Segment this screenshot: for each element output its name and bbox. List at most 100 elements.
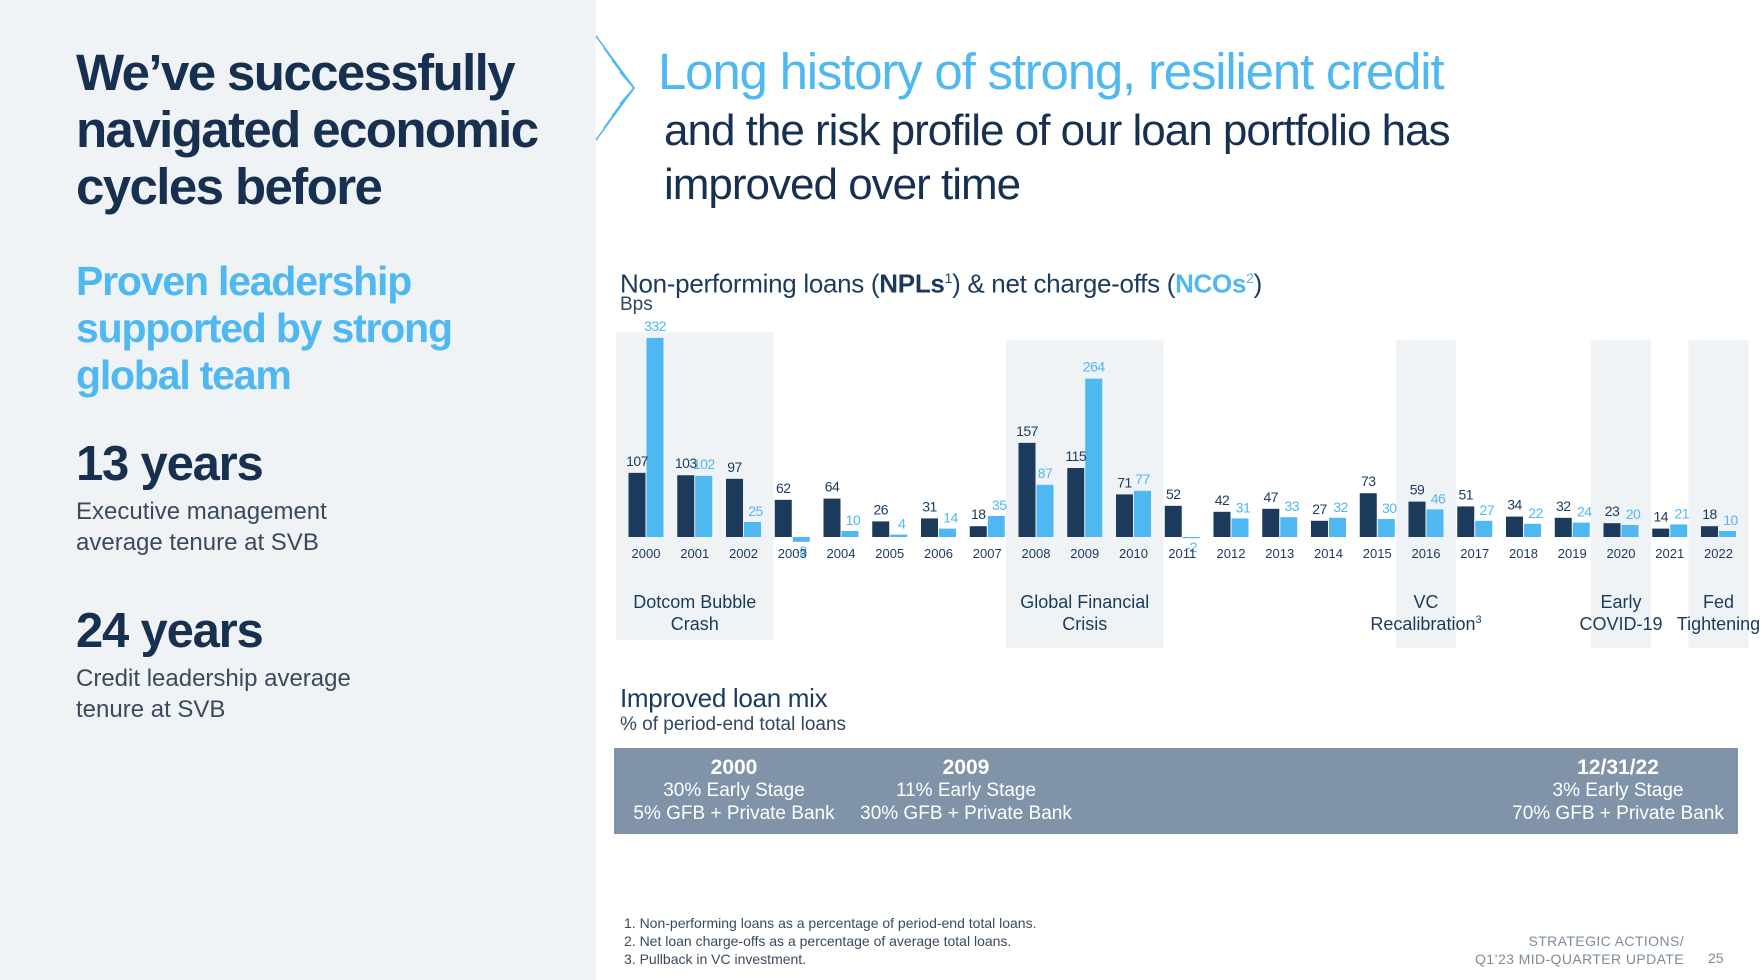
year-tick-label: 2018 bbox=[1509, 546, 1538, 561]
year-tick-label: 2007 bbox=[973, 546, 1002, 561]
mix-subtitle: % of period-end total loans bbox=[620, 714, 847, 735]
nco-data-label: 332 bbox=[644, 318, 667, 334]
nco-bar bbox=[939, 528, 956, 537]
nco-bar bbox=[1621, 525, 1639, 537]
nco-bar bbox=[1182, 537, 1200, 539]
stat-executive-tenure: 13 years Executive management average te… bbox=[76, 436, 556, 558]
nco-data-label: 24 bbox=[1577, 504, 1592, 520]
footnote-2: 2. Net loan charge-offs as a percentage … bbox=[624, 933, 1012, 949]
npl-bar bbox=[1311, 520, 1328, 537]
year-tick-label: 2012 bbox=[1217, 546, 1246, 561]
nco-data-label: 264 bbox=[1083, 359, 1106, 375]
npl-data-label: 31 bbox=[922, 498, 937, 514]
year-tick-label: 2020 bbox=[1607, 546, 1636, 561]
period-background bbox=[1396, 340, 1456, 648]
page-number: 25 bbox=[1708, 950, 1724, 966]
npl-bar bbox=[1018, 442, 1036, 537]
nco-bar bbox=[1670, 524, 1688, 537]
footer-section-label: STRATEGIC ACTIONS/ Q1’23 MID-QUARTER UPD… bbox=[1475, 932, 1684, 968]
mix-column-2009: 2009 11% Early Stage 30% GFB + Private B… bbox=[846, 756, 1086, 825]
nco-data-label: 14 bbox=[943, 510, 958, 526]
npl-data-label: 51 bbox=[1458, 486, 1473, 502]
npl-data-label: 73 bbox=[1361, 473, 1376, 489]
period-label: Crash bbox=[671, 614, 719, 634]
npl-label: NPLs bbox=[879, 268, 945, 299]
nco-bar bbox=[1134, 490, 1151, 537]
npl-data-label: 27 bbox=[1312, 501, 1327, 517]
chart-title-mid: ) & net charge-offs ( bbox=[952, 268, 1176, 299]
nco-data-label: 27 bbox=[1479, 502, 1494, 518]
footnote-1: 1. Non-performing loans as a percentage … bbox=[624, 915, 1037, 931]
npl-bar bbox=[1067, 468, 1085, 537]
stat-description: Executive management average tenure at S… bbox=[76, 498, 327, 556]
mix-year: 12/31/22 bbox=[1577, 756, 1659, 779]
nco-bar bbox=[1280, 517, 1298, 537]
nco-data-label: 10 bbox=[1723, 512, 1738, 528]
chart-title-prefix: Non-performing loans ( bbox=[620, 268, 880, 299]
nco-bar bbox=[1475, 520, 1493, 537]
nco-data-label: 21 bbox=[1674, 505, 1689, 521]
year-tick-label: 2009 bbox=[1070, 546, 1099, 561]
period-label: Recalibration3 bbox=[1370, 614, 1481, 634]
period-label: COVID-19 bbox=[1579, 614, 1662, 634]
nco-data-label: 87 bbox=[1038, 465, 1053, 481]
npl-bar bbox=[872, 521, 890, 537]
nco-bar bbox=[1036, 484, 1054, 537]
footnote-3: 3. Pullback in VC investment. bbox=[624, 951, 807, 967]
nco-bar bbox=[695, 475, 713, 537]
left-panel: We’ve successfully navigated economic cy… bbox=[0, 0, 596, 980]
year-tick-label: 2017 bbox=[1460, 546, 1489, 561]
npl-data-label: 42 bbox=[1215, 492, 1230, 508]
npl-bar bbox=[1457, 506, 1475, 537]
npl-bar bbox=[969, 526, 987, 537]
npl-bar bbox=[726, 478, 743, 537]
npl-data-label: 107 bbox=[626, 453, 649, 469]
nco-bar bbox=[1572, 522, 1590, 537]
mix-year: 2009 bbox=[942, 756, 990, 779]
left-title: We’ve successfully navigated economic cy… bbox=[76, 44, 539, 215]
nco-footnote-ref: 2 bbox=[1246, 270, 1254, 286]
chart-title-suffix: ) bbox=[1253, 268, 1263, 299]
npl-bar bbox=[1652, 528, 1670, 537]
nco-data-label: -8 bbox=[796, 543, 808, 559]
year-tick-label: 2002 bbox=[729, 546, 758, 561]
footnotes: 1. Non-performing loans as a percentage … bbox=[624, 914, 1036, 968]
npl-data-label: 47 bbox=[1263, 489, 1278, 505]
nco-data-label: 30 bbox=[1382, 500, 1397, 516]
year-tick-label: 2005 bbox=[875, 546, 904, 561]
npl-data-label: 18 bbox=[971, 506, 986, 522]
nco-data-label: 22 bbox=[1528, 505, 1543, 521]
npl-bar bbox=[1213, 511, 1231, 537]
chart-bars bbox=[628, 337, 1736, 542]
nco-bar bbox=[1719, 531, 1736, 537]
period-label: Fed bbox=[1703, 592, 1734, 612]
nco-bar bbox=[744, 522, 761, 537]
nco-data-label: 4 bbox=[898, 516, 906, 532]
mix-gfb-private-bank: 70% GFB + Private Bank bbox=[1512, 803, 1724, 824]
stat-description: Credit leadership average tenure at SVB bbox=[76, 665, 351, 723]
npl-data-label: 26 bbox=[873, 501, 888, 517]
npl-bar bbox=[1262, 508, 1280, 537]
npl-bar bbox=[1116, 494, 1133, 537]
npl-bar bbox=[628, 472, 646, 537]
nco-label: NCOs bbox=[1175, 268, 1247, 299]
nco-data-label: 20 bbox=[1626, 506, 1641, 522]
nco-bar bbox=[1329, 517, 1346, 537]
stat-credit-tenure: 24 years Credit leadership average tenur… bbox=[76, 603, 556, 725]
npl-data-label: 14 bbox=[1653, 509, 1668, 525]
npl-data-label: 23 bbox=[1605, 503, 1620, 519]
left-subtitle: Proven leadership supported by strong gl… bbox=[76, 258, 453, 398]
year-tick-label: 2008 bbox=[1022, 546, 1051, 561]
npl-data-label: 115 bbox=[1065, 448, 1087, 464]
nco-data-label: 10 bbox=[846, 512, 861, 528]
nco-bar bbox=[1085, 378, 1103, 537]
nco-bar bbox=[841, 531, 859, 537]
nco-data-label: 102 bbox=[693, 456, 716, 472]
mix-early-stage: 30% Early Stage bbox=[663, 780, 805, 801]
nco-bar bbox=[1377, 519, 1395, 537]
period-label: Global Financial bbox=[1020, 592, 1149, 612]
chart-unit: Bps bbox=[620, 294, 653, 315]
npl-bar bbox=[677, 475, 695, 537]
npl-data-label: 62 bbox=[776, 480, 791, 496]
